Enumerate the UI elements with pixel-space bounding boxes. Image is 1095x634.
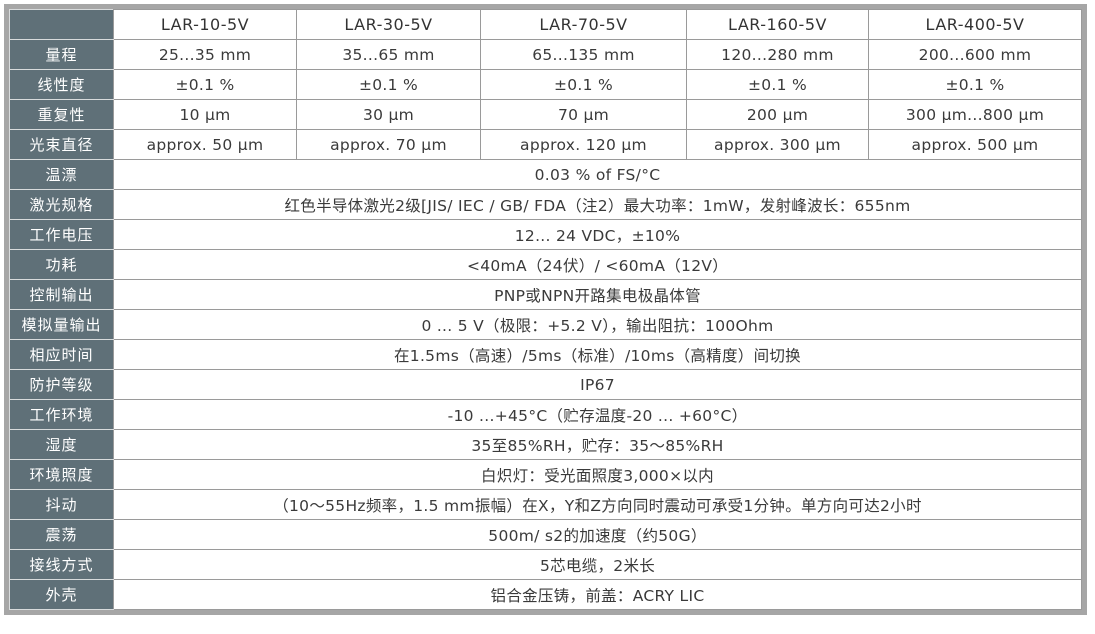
spec-cell: ±0.1 % [686,69,869,100]
spec-cell-span: -10 ...+45°C（贮存温度-20 ... +60°C） [113,399,1082,430]
row-label: 震荡 [9,519,114,550]
row-label: 线性度 [9,69,114,100]
row-label: 激光规格 [9,189,114,220]
spec-cell: ±0.1 % [296,69,481,100]
spec-cell-span: 0 ... 5 V（极限：+5.2 V），输出阻抗：100Ohm [113,309,1082,340]
row-label: 外壳 [9,579,114,610]
row-label: 量程 [9,39,114,70]
row-label: 重复性 [9,99,114,130]
column-header: LAR-70-5V [480,9,687,40]
table-row: 模拟量输出 0 ... 5 V（极限：+5.2 V），输出阻抗：100Ohm [9,309,1082,340]
spec-cell: ±0.1 % [480,69,687,100]
spec-cell: 25...35 mm [113,39,297,70]
spec-cell: approx. 500 μm [868,129,1082,160]
spec-cell: 200...600 mm [868,39,1082,70]
row-label: 功耗 [9,249,114,280]
row-label: 抖动 [9,489,114,520]
row-label: 接线方式 [9,549,114,580]
table-row: 工作电压 12... 24 VDC，±10% [9,219,1082,250]
table-row: 控制输出 PNP或NPN开路集电极晶体管 [9,279,1082,310]
row-label: 控制输出 [9,279,114,310]
spec-cell-span: 0.03 % of FS/°C [113,159,1082,190]
spec-cell: 200 μm [686,99,869,130]
spec-cell-span: <40mA（24伏）/ <60mA（12V） [113,249,1082,280]
column-header: LAR-30-5V [296,9,481,40]
table-row: 重复性 10 μm 30 μm 70 μm 200 μm 300 μm...800 μm [9,99,1082,130]
table-row: 光束直径 approx. 50 μm approx. 70 μm approx. 12… [9,129,1082,160]
column-header: LAR-10-5V [113,9,297,40]
row-label: 相应时间 [9,339,114,370]
table-row: 防护等级 IP67 [9,369,1082,400]
table-row: 相应时间 在1.5ms（高速）/5ms（标准）/10ms（高精度）间切换 [9,339,1082,370]
spec-cell: ±0.1 % [868,69,1082,100]
corner-cell [9,9,114,40]
row-label: 模拟量输出 [9,309,114,340]
spec-cell-span: 铝合金压铸，前盖：ACRY LIC [113,579,1082,610]
spec-cell: approx. 70 μm [296,129,481,160]
row-label: 温漂 [9,159,114,190]
spec-cell-span: IP67 [113,369,1082,400]
table-row: 环境照度 白炽灯：受光面照度3,000×以内 [9,459,1082,490]
table-row: 量程 25...35 mm 35...65 mm 65...135 mm 120...2… [9,39,1082,70]
spec-cell: 300 μm...800 μm [868,99,1082,130]
spec-cell-span: （10〜55Hz频率，1.5 mm振幅）在X，Y和Z方向同时震动可承受1分钟。单… [113,489,1082,520]
spec-cell: 10 μm [113,99,297,130]
spec-cell: 30 μm [296,99,481,130]
spec-table: LAR-10-5V LAR-30-5V LAR-70-5V LAR-160-5V LAR… [9,9,1082,610]
spec-cell: approx. 120 μm [480,129,687,160]
table-row: 震荡 500m/ s2的加速度（约50G） [9,519,1082,550]
table-row: 接线方式 5芯电缆，2米长 [9,549,1082,580]
table-row: 功耗 <40mA（24伏）/ <60mA（12V） [9,249,1082,280]
row-label: 环境照度 [9,459,114,490]
table-row: 激光规格 红色半导体激光2级[JIS/ IEC / GB/ FDA（注2）最大功率… [9,189,1082,220]
column-header: LAR-400-5V [868,9,1082,40]
row-label: 光束直径 [9,129,114,160]
table-row: 温漂 0.03 % of FS/°C [9,159,1082,190]
spec-cell-span: 在1.5ms（高速）/5ms（标准）/10ms（高精度）间切换 [113,339,1082,370]
column-header: LAR-160-5V [686,9,869,40]
spec-cell: 65...135 mm [480,39,687,70]
spec-cell-span: 12... 24 VDC，±10% [113,219,1082,250]
row-label: 工作电压 [9,219,114,250]
spec-cell: approx. 300 μm [686,129,869,160]
spec-cell-span: 35至85%RH，贮存：35〜85%RH [113,429,1082,460]
table-row: 湿度 35至85%RH，贮存：35〜85%RH [9,429,1082,460]
table-row: 工作环境 -10 ...+45°C（贮存温度-20 ... +60°C） [9,399,1082,430]
spec-cell: 70 μm [480,99,687,130]
spec-cell-span: 红色半导体激光2级[JIS/ IEC / GB/ FDA（注2）最大功率：1mW… [113,189,1082,220]
table-row: 外壳 铝合金压铸，前盖：ACRY LIC [9,579,1082,610]
spec-cell-span: 500m/ s2的加速度（约50G） [113,519,1082,550]
row-label: 防护等级 [9,369,114,400]
table-row: 线性度 ±0.1 % ±0.1 % ±0.1 % ±0.1 % ±0.1 % [9,69,1082,100]
row-label: 湿度 [9,429,114,460]
spec-cell: ±0.1 % [113,69,297,100]
spec-cell-span: PNP或NPN开路集电极晶体管 [113,279,1082,310]
spec-table-frame: LAR-10-5V LAR-30-5V LAR-70-5V LAR-160-5V LAR… [4,4,1087,615]
spec-cell-span: 5芯电缆，2米长 [113,549,1082,580]
spec-cell: 120...280 mm [686,39,869,70]
table-row: 抖动 （10〜55Hz频率，1.5 mm振幅）在X，Y和Z方向同时震动可承受1分钟… [9,489,1082,520]
spec-cell: 35...65 mm [296,39,481,70]
spec-cell-span: 白炽灯：受光面照度3,000×以内 [113,459,1082,490]
spec-cell: approx. 50 μm [113,129,297,160]
row-label: 工作环境 [9,399,114,430]
header-row: LAR-10-5V LAR-30-5V LAR-70-5V LAR-160-5V LAR… [9,9,1082,40]
